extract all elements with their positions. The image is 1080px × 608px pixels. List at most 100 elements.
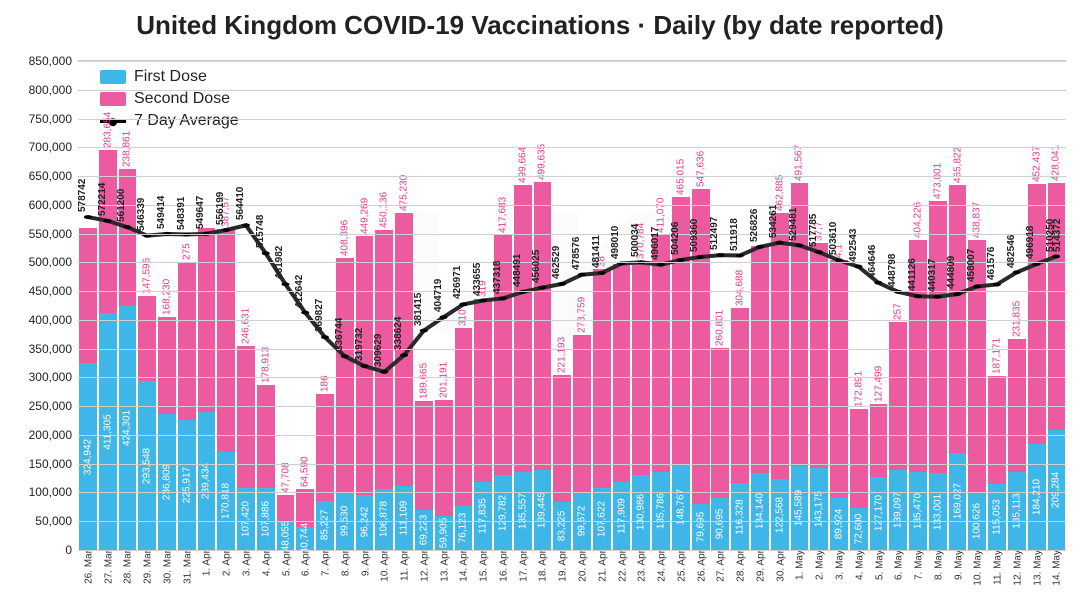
first-dose-segment: 424,301 [119, 306, 137, 550]
stacked-bar: 169,027465,822 [949, 185, 967, 550]
x-axis-label: 7. Apr [319, 550, 332, 576]
first-dose-value: 170,818 [221, 483, 232, 519]
stacked-bar: 324,942 [79, 228, 97, 550]
bar-column: 293,548147,59629. Mar [137, 61, 157, 550]
first-dose-value: 135,786 [656, 493, 667, 529]
grid-line [78, 61, 1066, 62]
second-dose-value: 168,230 [161, 279, 172, 317]
y-axis-label: 850,000 [29, 54, 78, 68]
first-dose-segment: 122,568 [771, 479, 789, 550]
first-dose-segment: 107,420 [237, 488, 255, 550]
avg-value-label: 564410 [235, 187, 246, 220]
avg-value-label: 572214 [97, 183, 108, 216]
avg-value-label: 546339 [136, 197, 147, 230]
x-axis-label: 28. Apr [734, 550, 747, 582]
first-dose-value: 135,113 [1011, 493, 1022, 528]
x-axis-label: 13. May [1030, 550, 1043, 586]
avg-value-label: 578742 [77, 179, 88, 212]
bar-column: 225,91727531. Mar [177, 61, 197, 550]
first-dose-segment: 134,140 [751, 473, 769, 550]
second-dose-segment [237, 346, 255, 488]
second-dose-value: 408,396 [339, 220, 350, 258]
x-axis-label: 12. May [1010, 550, 1023, 586]
second-dose-value: 475,230 [399, 175, 410, 213]
y-axis-label: 0 [65, 543, 78, 557]
grid-line [78, 119, 1066, 120]
first-dose-segment: 90,695 [711, 498, 729, 550]
stacked-bar: 293,548147,596 [138, 296, 156, 550]
x-axis-label: 27. Apr [714, 550, 727, 582]
avg-value-label: 549414 [156, 196, 167, 229]
second-dose-value: 465,015 [675, 159, 686, 197]
x-axis-label: 5. May [872, 550, 885, 580]
second-dose-value: 127,499 [873, 365, 884, 403]
y-axis-label: 700,000 [29, 140, 78, 154]
stacked-bar: 170,818387,57 [217, 229, 235, 550]
first-dose-segment: 139,445 [534, 470, 552, 550]
first-dose-value: 184,210 [1031, 479, 1042, 515]
x-axis-label: 2. Apr [220, 550, 233, 576]
second-dose-segment [731, 308, 749, 483]
bar-column: 148,767465,01525. Apr [671, 61, 691, 550]
first-dose-value: 225,917 [181, 467, 192, 503]
x-axis-label: 29. Mar [141, 550, 154, 584]
bars-container: 324,94226. Mar411,305283,65427. Mar424,3… [78, 61, 1066, 550]
bar-column: 135,557499,66417. Apr [513, 61, 533, 550]
y-axis-label: 550,000 [29, 227, 78, 241]
avg-value-label: 481411 [591, 235, 602, 268]
bar-column: 72,600172,8914. May [849, 61, 869, 550]
avg-value-label: 440317 [927, 258, 938, 291]
avg-value-label: 504206 [670, 222, 681, 255]
first-dose-segment: 145,589 [791, 466, 809, 550]
second-dose-value: 273,759 [577, 297, 588, 335]
bar-column: 90,695260,80127. Apr [711, 61, 731, 550]
first-dose-value: 85,227 [320, 510, 331, 541]
x-axis-label: 15. Apr [477, 550, 490, 582]
first-dose-value: 135,470 [913, 493, 924, 529]
first-dose-segment: 170,818 [217, 452, 235, 550]
first-dose-value: 134,140 [754, 493, 765, 529]
avg-value-label: 458007 [966, 248, 977, 281]
y-axis-label: 650,000 [29, 169, 78, 183]
x-axis-label: 30. Mar [160, 550, 173, 584]
first-dose-value: 111,109 [399, 501, 410, 536]
bar-column: 107,6223821. Apr [592, 61, 612, 550]
second-dose-segment [711, 348, 729, 498]
second-dose-segment [613, 264, 631, 483]
grid-line [78, 377, 1066, 378]
avg-value-label: 433655 [472, 262, 483, 295]
first-dose-value: 117,909 [616, 498, 627, 533]
second-dose-value: 246,631 [241, 308, 252, 346]
y-axis-label: 250,000 [29, 399, 78, 413]
bar-column: 135,470404,2267. May [908, 61, 928, 550]
avg-value-label: 515748 [255, 215, 266, 248]
x-axis-label: 29. Apr [753, 550, 766, 582]
bar-column: 99,672273,75920. Apr [572, 61, 592, 550]
second-dose-segment [870, 404, 888, 477]
grid-line [78, 521, 1066, 522]
stacked-bar: 143,17537,7 [810, 243, 828, 550]
second-dose-value: 275 [181, 243, 192, 262]
stacked-bar: 99,530408,396 [336, 258, 354, 550]
avg-value-label: 338624 [393, 317, 404, 350]
avg-value-label: 482546 [1006, 234, 1017, 267]
bar-column: 89,9244,13. May [829, 61, 849, 550]
first-dose-segment: 139,097 [889, 470, 907, 550]
avg-value-label: 369827 [314, 299, 325, 332]
stacked-bar: 239,434 [198, 228, 216, 550]
first-dose-segment: 129,782 [494, 475, 512, 550]
x-axis-label: 21. Apr [595, 550, 608, 582]
first-dose-segment: 106,878 [375, 489, 393, 550]
bar-column: 169,027465,8229. May [948, 61, 968, 550]
second-dose-value: 428,041 [1051, 145, 1062, 183]
x-axis-label: 17. Apr [516, 550, 529, 582]
avg-value-label: 556199 [215, 192, 226, 225]
second-dose-segment [138, 296, 156, 381]
avg-value-label: 496918 [1025, 226, 1036, 259]
stacked-bar: 107,62238 [593, 269, 611, 550]
avg-value-label: 517785 [808, 214, 819, 247]
first-dose-segment: 107,886 [257, 488, 275, 550]
second-dose-value: 172,891 [853, 371, 864, 409]
first-dose-value: 107,420 [241, 501, 252, 537]
second-dose-value: 304,688 [735, 270, 746, 308]
